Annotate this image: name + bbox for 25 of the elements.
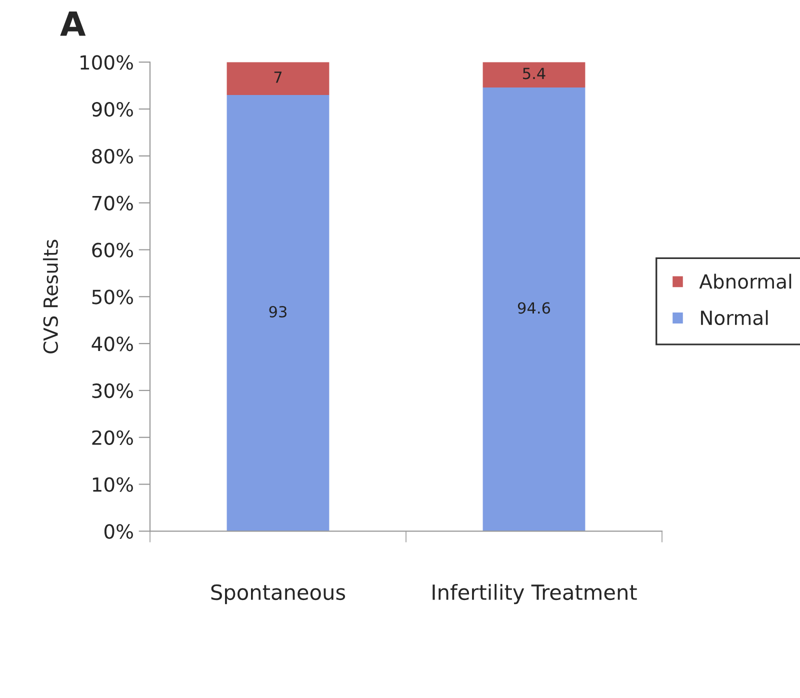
y-tick-label: 60% xyxy=(92,242,133,258)
y-tick-label: 30% xyxy=(92,383,133,398)
y-tick-label: 20% xyxy=(92,430,133,446)
y-tick-label: 90% xyxy=(92,102,133,117)
x-tick-label: Spontaneous xyxy=(211,584,346,604)
data-label: 7 xyxy=(274,72,282,83)
y-tick-label: 70% xyxy=(92,196,133,211)
chart-title: A xyxy=(60,11,86,36)
bar xyxy=(226,62,330,95)
y-tick-label: 100% xyxy=(80,55,133,70)
data-label: 5.4 xyxy=(523,68,546,80)
data-label: 93 xyxy=(269,306,286,318)
y-axis-title: CVS Results xyxy=(42,240,58,354)
data-label: 94.6 xyxy=(518,302,550,314)
legend-label: Normal xyxy=(701,310,768,326)
bar xyxy=(482,87,586,532)
y-tick-label: 40% xyxy=(92,336,133,352)
x-tick-label: Infertility Treatment xyxy=(432,584,637,604)
y-tick-label: 50% xyxy=(92,290,133,304)
y-tick-label: 80% xyxy=(92,148,133,164)
y-tick-label: 0% xyxy=(104,524,133,539)
y-tick-label: 10% xyxy=(92,477,133,492)
legend-label: Abnormal xyxy=(699,274,792,289)
bar xyxy=(482,62,586,88)
bar xyxy=(226,94,330,532)
